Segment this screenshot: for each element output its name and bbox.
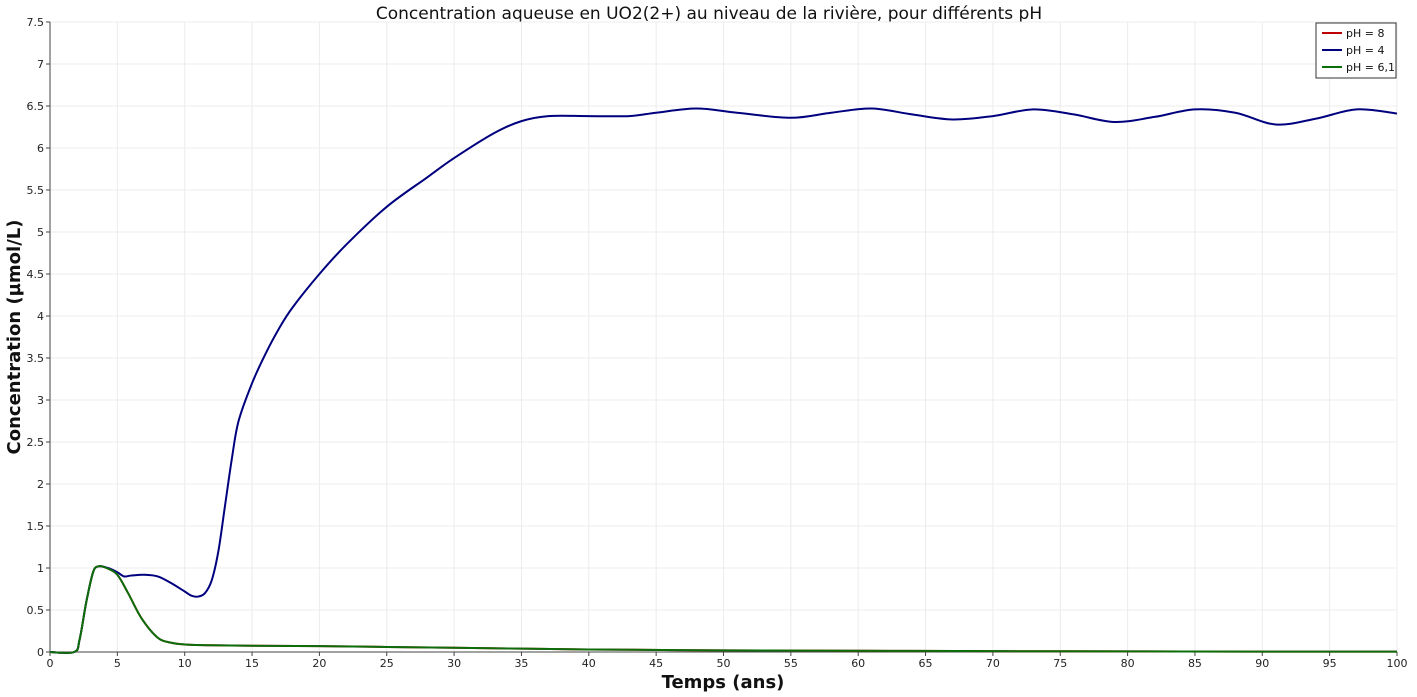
y-tick-label: 4.5 — [27, 268, 45, 281]
x-tick-label: 50 — [717, 657, 731, 670]
chart-title: Concentration aqueuse en UO2(2+) au nive… — [376, 4, 1042, 24]
y-tick-label: 2.5 — [27, 436, 45, 449]
y-tick-label: 4 — [37, 310, 44, 323]
y-tick-label: 3.5 — [27, 352, 45, 365]
y-tick-label: 0.5 — [27, 604, 45, 617]
y-tick-label: 6.5 — [27, 100, 45, 113]
x-tick-label: 70 — [986, 657, 1000, 670]
series-lines — [49, 107, 1398, 654]
legend-label: pH = 8 — [1346, 27, 1384, 40]
x-tick-label: 60 — [851, 657, 865, 670]
x-tick-label: 15 — [245, 657, 259, 670]
series-line-1 — [49, 107, 1398, 654]
x-axis-ticks: 0 5 10 15 20 25 30 35 40 45 50 55 60 65 70 75 80 85 90 95 10… — [47, 652, 1408, 670]
x-tick-label: 0 — [47, 657, 54, 670]
legend-label: pH = 6,1 — [1346, 61, 1395, 74]
y-tick-label: 7 — [37, 58, 44, 71]
x-tick-label: 85 — [1188, 657, 1202, 670]
x-tick-label: 65 — [919, 657, 933, 670]
y-tick-label: 7.5 — [27, 16, 45, 29]
legend: pH = 8 pH = 4 pH = 6,1 — [1315, 22, 1397, 79]
y-tick-label: 6 — [37, 142, 44, 155]
y-axis-ticks: 0 0.5 1 1.5 2 2.5 3 3.5 4 4.5 5 5.5 6 6.5 7 7.5 — [27, 16, 50, 659]
x-tick-label: 80 — [1121, 657, 1135, 670]
x-tick-label: 40 — [582, 657, 596, 670]
y-tick-label: 0 — [37, 646, 44, 659]
y-tick-label: 1 — [37, 562, 44, 575]
x-tick-label: 5 — [114, 657, 121, 670]
x-tick-label: 90 — [1255, 657, 1269, 670]
x-tick-label: 55 — [784, 657, 798, 670]
y-tick-label: 5 — [37, 226, 44, 239]
x-tick-label: 30 — [447, 657, 461, 670]
x-tick-label: 45 — [649, 657, 663, 670]
x-tick-label: 75 — [1053, 657, 1067, 670]
y-tick-label: 1.5 — [27, 520, 45, 533]
x-tick-label: 95 — [1323, 657, 1337, 670]
legend-label: pH = 4 — [1346, 44, 1384, 57]
x-tick-label: 100 — [1387, 657, 1408, 670]
y-tick-label: 2 — [37, 478, 44, 491]
x-tick-label: 25 — [380, 657, 394, 670]
x-tick-label: 10 — [178, 657, 192, 670]
x-tick-label: 35 — [514, 657, 528, 670]
y-axis-title: Concentration (µmol/L) — [4, 220, 25, 455]
y-tick-label: 5.5 — [27, 184, 45, 197]
x-axis-title: Temps (ans) — [662, 672, 785, 693]
grid — [49, 21, 1398, 653]
x-tick-label: 20 — [312, 657, 326, 670]
y-tick-label: 3 — [37, 394, 44, 407]
series-line-2 — [49, 565, 1398, 654]
